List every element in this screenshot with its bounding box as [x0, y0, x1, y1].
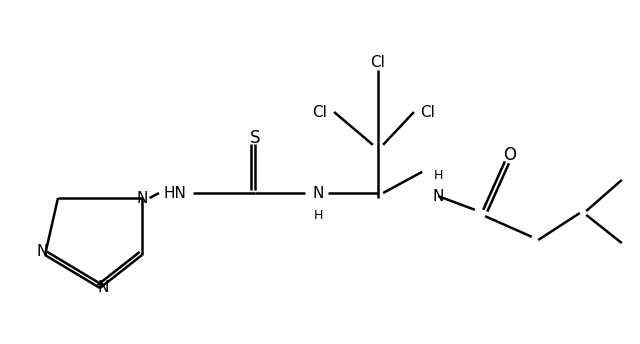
Text: Cl: Cl: [420, 105, 435, 119]
Text: N: N: [97, 280, 109, 295]
Text: H: H: [314, 209, 323, 222]
Text: HN: HN: [164, 185, 186, 201]
Text: Cl: Cl: [371, 54, 385, 69]
Text: N: N: [312, 185, 324, 201]
Text: O: O: [504, 146, 516, 164]
Text: N: N: [136, 191, 148, 205]
Text: N: N: [433, 189, 444, 204]
Text: S: S: [250, 129, 260, 147]
Text: H: H: [433, 169, 443, 182]
Text: N: N: [36, 244, 47, 259]
Text: Cl: Cl: [312, 105, 328, 119]
